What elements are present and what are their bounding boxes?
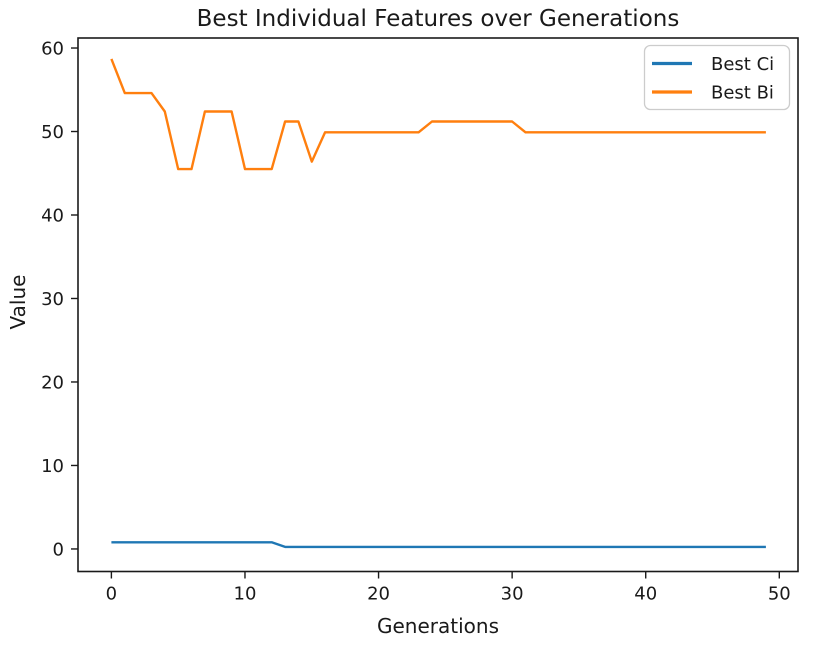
y-tick-label: 50 (41, 122, 64, 143)
y-tick-label: 30 (41, 289, 64, 310)
y-tick-label: 10 (41, 456, 64, 477)
legend: Best Ci Best Bi (643, 44, 791, 111)
x-axis-ticks: 0 10 20 30 40 50 (106, 571, 791, 605)
x-tick-label: 0 (106, 584, 117, 605)
y-tick-label: 60 (41, 39, 64, 60)
series-line-best-bi (110, 58, 766, 171)
x-tick-label: 50 (768, 584, 791, 605)
series-lines (110, 58, 766, 549)
x-tick-label: 20 (367, 584, 390, 605)
x-tick-label: 30 (501, 584, 524, 605)
x-axis-label: Generations (377, 614, 499, 638)
chart-title: Best Individual Features over Generation… (197, 6, 680, 32)
y-axis-label: Value (6, 275, 30, 330)
y-axis-ticks: 0 10 20 30 40 50 60 (41, 39, 78, 560)
plot-area-border (77, 37, 799, 573)
y-tick-label: 20 (41, 372, 64, 393)
x-tick-label: 40 (634, 584, 657, 605)
legend-label-best-bi: Best Bi (711, 83, 774, 104)
x-tick-label: 10 (234, 584, 257, 605)
legend-label-best-ci: Best Ci (711, 54, 774, 75)
y-tick-label: 0 (53, 539, 64, 560)
series-line-best-ci (111, 541, 766, 549)
y-tick-label: 40 (41, 205, 64, 226)
